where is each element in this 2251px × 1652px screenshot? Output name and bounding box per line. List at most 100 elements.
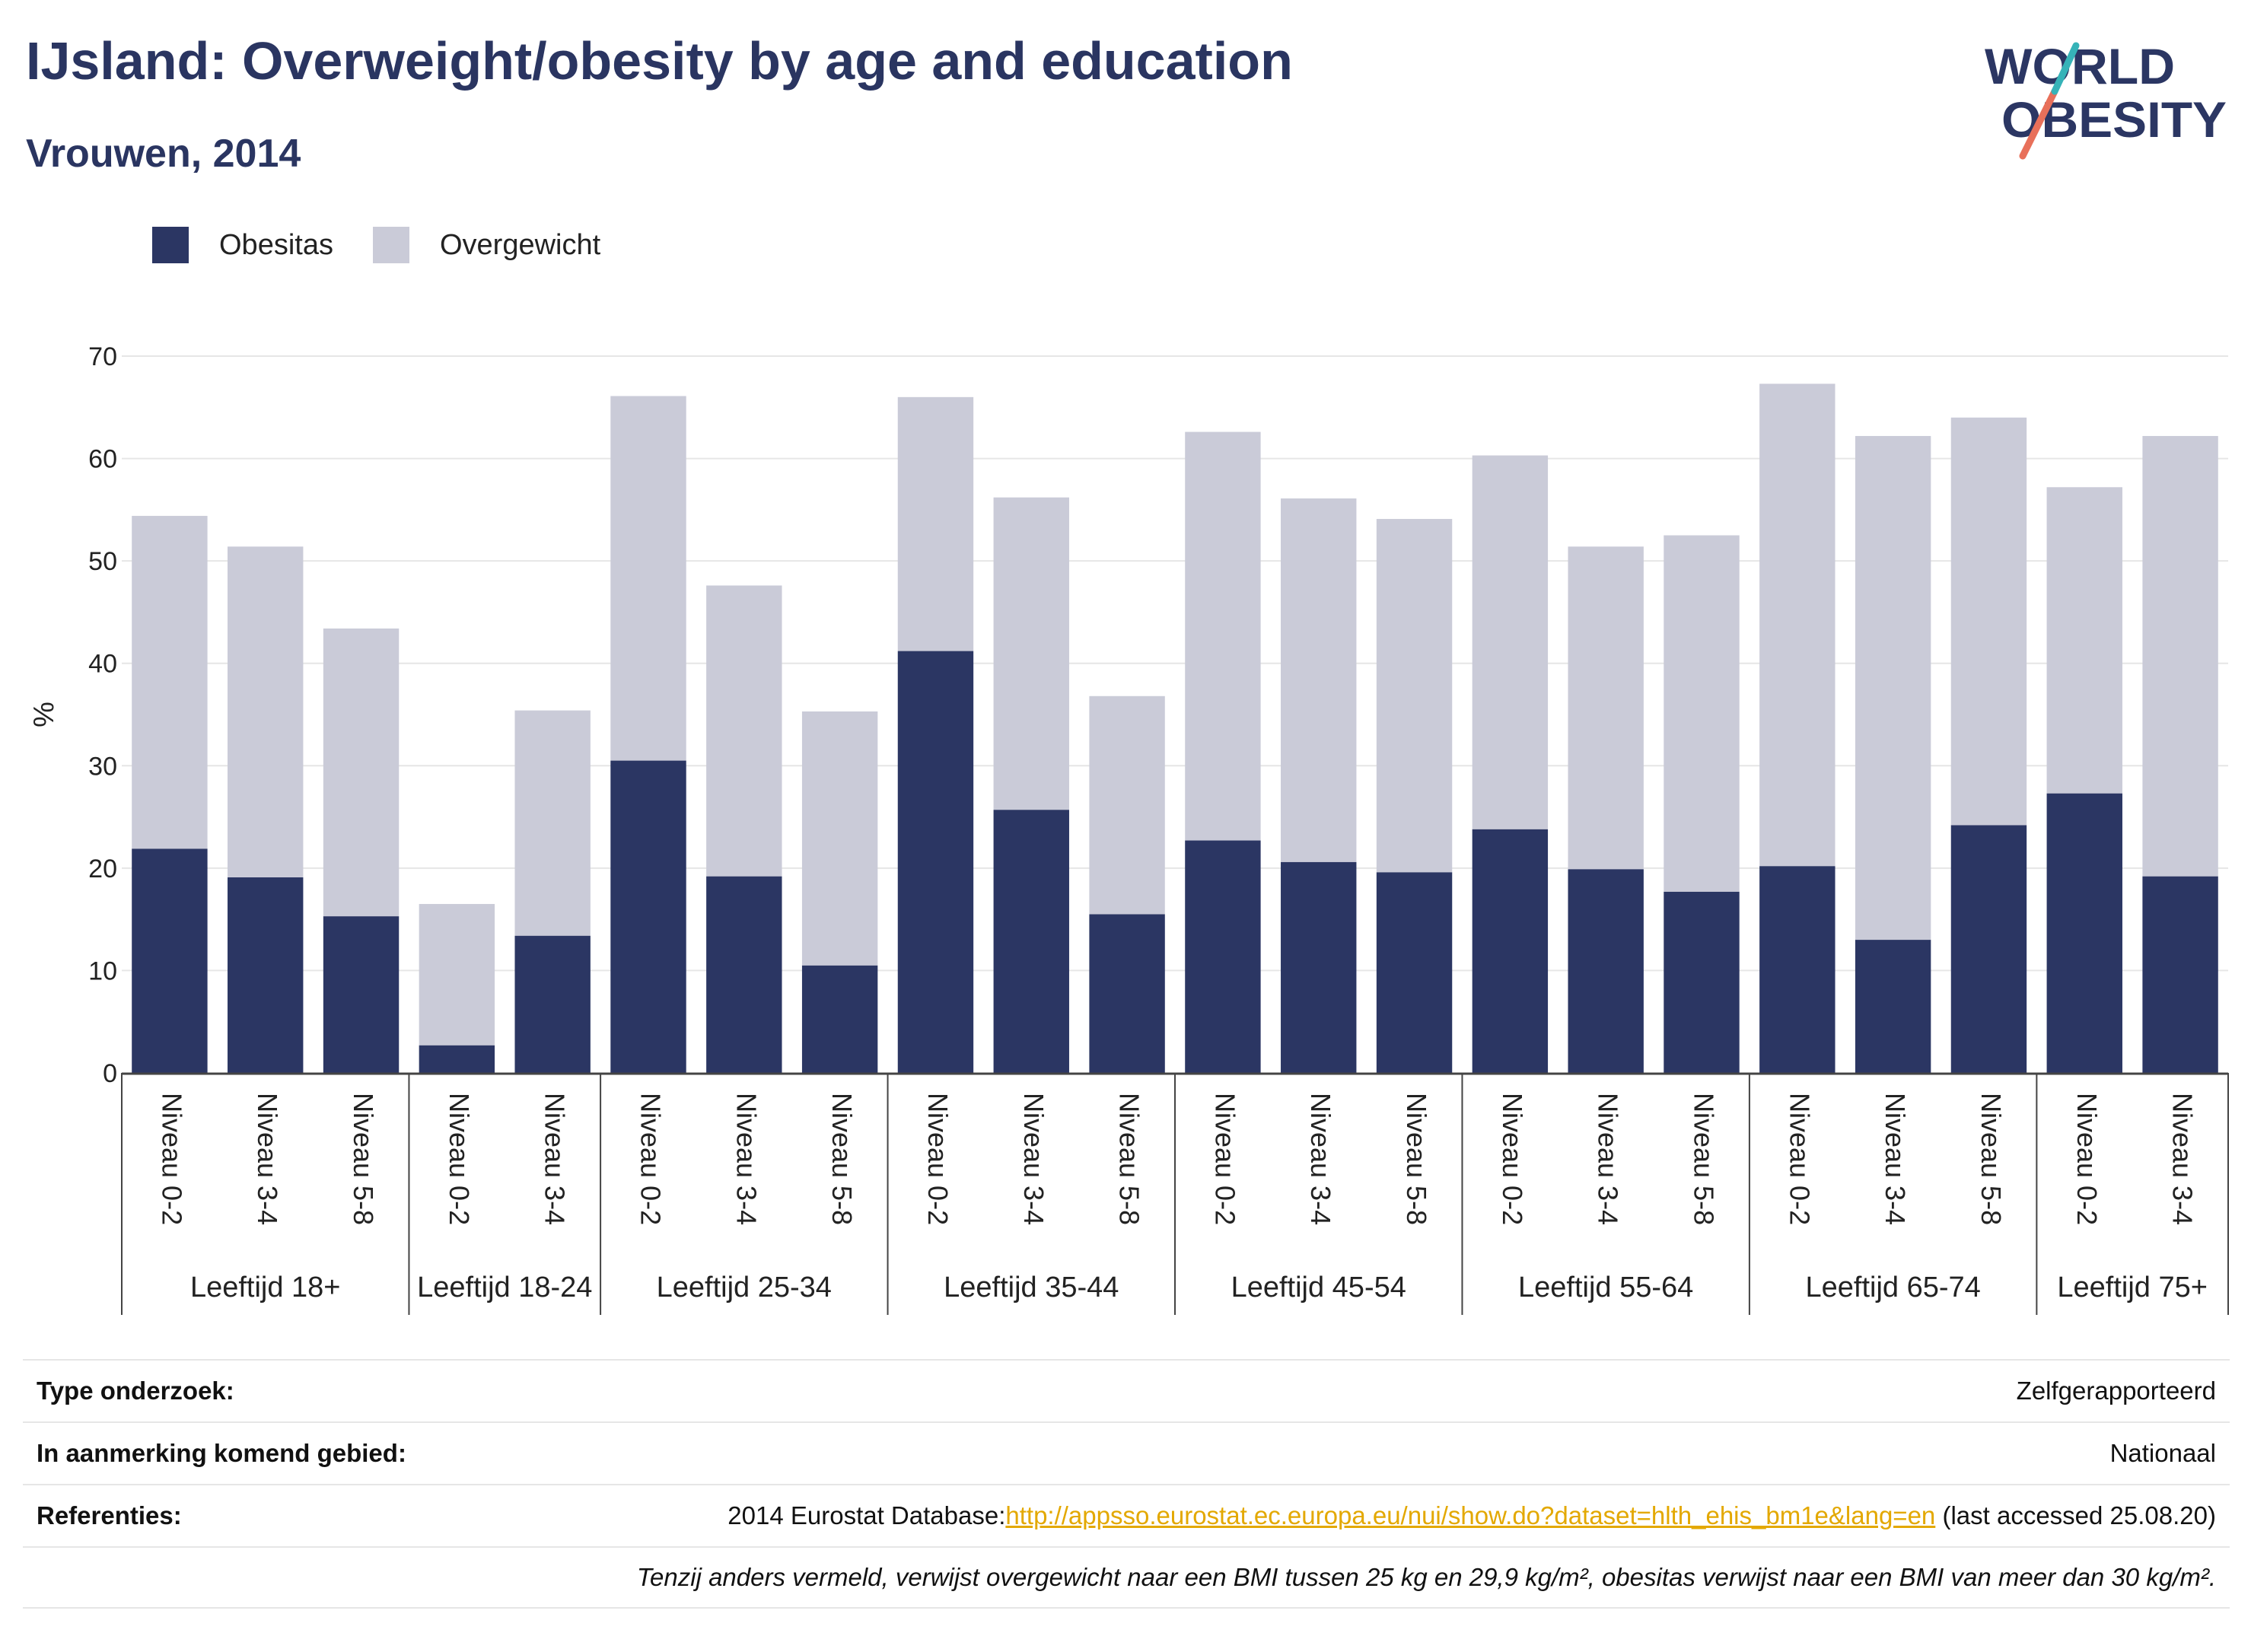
y-tick-label: 60	[88, 445, 117, 474]
bar-overgewicht	[1281, 498, 1357, 862]
info-key: Referenties:	[37, 1501, 182, 1529]
info-value: Zelfgerapporteerd	[2016, 1377, 2216, 1405]
svg-text:WORLD: WORLD	[1985, 38, 2175, 94]
bar-overgewicht	[1664, 535, 1740, 892]
y-tick-label: 0	[103, 1059, 117, 1088]
bar-overgewicht	[897, 396, 974, 651]
bar-obesitas	[2142, 876, 2218, 1073]
bar-obesitas	[1185, 840, 1261, 1073]
bar-overgewicht	[514, 710, 591, 936]
group-label: Leeftijd 65-74	[1805, 1272, 1980, 1303]
x-tick-label: Niveau 0-2	[156, 1093, 187, 1225]
x-tick-label: Niveau 3-4	[731, 1093, 762, 1225]
info-value: 2014 Eurostat Database:http://appsso.eur…	[728, 1501, 2216, 1530]
info-row-area: In aanmerking komend gebied: Nationaal	[23, 1421, 2230, 1484]
stacked-bar-chart: 0 10 20 30 40 50 60 70% Niveau 0-2 Niveau 3-4 Nive…	[28, 342, 2229, 1315]
bar-overgewicht	[132, 515, 208, 849]
bar-obesitas	[1281, 861, 1357, 1073]
x-tick-label: Niveau 3-4	[252, 1093, 283, 1225]
x-tick-label: Niveau 5-8	[348, 1093, 379, 1225]
x-tick-label: Niveau 5-8	[1688, 1093, 1719, 1225]
info-row-survey: Type onderzoek: Zelfgerapporteerd	[23, 1359, 2230, 1421]
bar-obesitas	[706, 876, 782, 1073]
y-tick-label: 20	[88, 855, 117, 883]
x-tick-label: Niveau 0-2	[444, 1093, 475, 1225]
legend-swatch-obesitas	[152, 227, 189, 263]
bar-overgewicht	[706, 585, 782, 877]
group-label: Leeftijd 18+	[190, 1272, 341, 1303]
x-tick-label: Niveau 0-2	[1209, 1093, 1240, 1225]
bar-overgewicht	[228, 546, 304, 877]
y-tick-label: 70	[88, 342, 117, 371]
group-label: Leeftijd 18-24	[417, 1272, 592, 1303]
group-label: Leeftijd 45-54	[1231, 1272, 1406, 1303]
bar-obesitas	[132, 848, 208, 1073]
legend-label: Obesitas	[219, 228, 333, 261]
x-tick-label: Niveau 3-4	[1018, 1093, 1049, 1225]
bar-obesitas	[228, 877, 304, 1073]
bar-obesitas	[610, 760, 686, 1073]
group-label: Leeftijd 25-34	[657, 1272, 832, 1303]
group-label: Leeftijd 75+	[2057, 1272, 2208, 1303]
bar-overgewicht	[2046, 487, 2122, 794]
bar-overgewicht	[801, 711, 878, 966]
x-tick-label: Niveau 0-2	[1497, 1093, 1528, 1225]
x-tick-label: Niveau 5-8	[1976, 1093, 2007, 1225]
x-tick-label: Niveau 3-4	[540, 1093, 571, 1225]
reference-link[interactable]: http://appsso.eurostat.ec.europa.eu/nui/…	[1005, 1501, 1936, 1529]
legend-swatch-overgewicht	[372, 227, 409, 263]
reference-prefix: 2014 Eurostat Database:	[728, 1501, 1006, 1529]
bar-overgewicht	[1855, 435, 1931, 941]
bar-obesitas	[419, 1045, 495, 1073]
y-tick-label: 40	[88, 650, 117, 679]
bar-obesitas	[1855, 940, 1931, 1073]
x-tick-label: Niveau 0-2	[635, 1093, 666, 1225]
y-tick-label: 30	[88, 752, 117, 781]
bar-overgewicht	[1950, 417, 2027, 826]
info-table: Type onderzoek: Zelfgerapporteerd In aan…	[23, 1359, 2230, 1609]
bar-obesitas	[514, 935, 591, 1073]
bar-obesitas	[1950, 825, 2027, 1073]
world-obesity-logo: WORLD OBESITY	[1985, 38, 2227, 160]
x-tick-label: Niveau 3-4	[1593, 1093, 1624, 1225]
page-title: IJsland: Overweight/obesity by age and e…	[26, 31, 1293, 91]
bar-obesitas	[323, 916, 400, 1073]
bar-obesitas	[897, 651, 974, 1073]
group-label: Leeftijd 55-64	[1518, 1272, 1693, 1303]
x-tick-label: Niveau 0-2	[922, 1093, 954, 1225]
legend-label: Overgewicht	[439, 228, 601, 261]
y-tick-label: 10	[88, 957, 117, 985]
bar-obesitas	[801, 965, 878, 1073]
bar-overgewicht	[1472, 455, 1549, 829]
bar-overgewicht	[2142, 435, 2218, 877]
bar-obesitas	[1568, 869, 1644, 1073]
bar-overgewicht	[323, 628, 400, 917]
bar-obesitas	[1089, 914, 1165, 1073]
y-axis-label: %	[28, 702, 60, 727]
definition-note: Tenzij anders vermeld, verwijst overgewi…	[636, 1563, 2216, 1591]
info-row-note: Tenzij anders vermeld, verwijst overgewi…	[23, 1546, 2230, 1609]
x-tick-label: Niveau 5-8	[1114, 1093, 1145, 1225]
x-tick-label: Niveau 5-8	[1401, 1093, 1432, 1225]
x-tick-label: Niveau 3-4	[2167, 1093, 2198, 1225]
bar-overgewicht	[419, 903, 495, 1046]
group-label: Leeftijd 35-44	[944, 1272, 1119, 1303]
bar-obesitas	[2046, 793, 2122, 1073]
reference-suffix: (last accessed 25.08.20)	[1935, 1501, 2216, 1529]
bar-obesitas	[1759, 866, 1836, 1073]
bar-overgewicht	[993, 497, 1069, 810]
x-tick-label: Niveau 0-2	[2071, 1093, 2103, 1225]
info-row-references: Referenties: 2014 Eurostat Database:http…	[23, 1484, 2230, 1546]
bar-obesitas	[1664, 891, 1740, 1073]
bar-obesitas	[993, 810, 1069, 1073]
info-key: Type onderzoek:	[37, 1377, 234, 1405]
x-tick-label: Niveau 3-4	[1880, 1093, 1911, 1225]
x-tick-label: Niveau 0-2	[1784, 1093, 1815, 1225]
bar-obesitas	[1376, 872, 1453, 1073]
bar-obesitas	[1472, 829, 1549, 1073]
x-tick-label: Niveau 5-8	[826, 1093, 858, 1225]
bar-overgewicht	[1759, 384, 1836, 867]
bar-overgewicht	[1089, 695, 1165, 915]
chart-legend: Obesitas Overgewicht	[152, 225, 640, 265]
info-value: Nationaal	[2109, 1439, 2216, 1467]
